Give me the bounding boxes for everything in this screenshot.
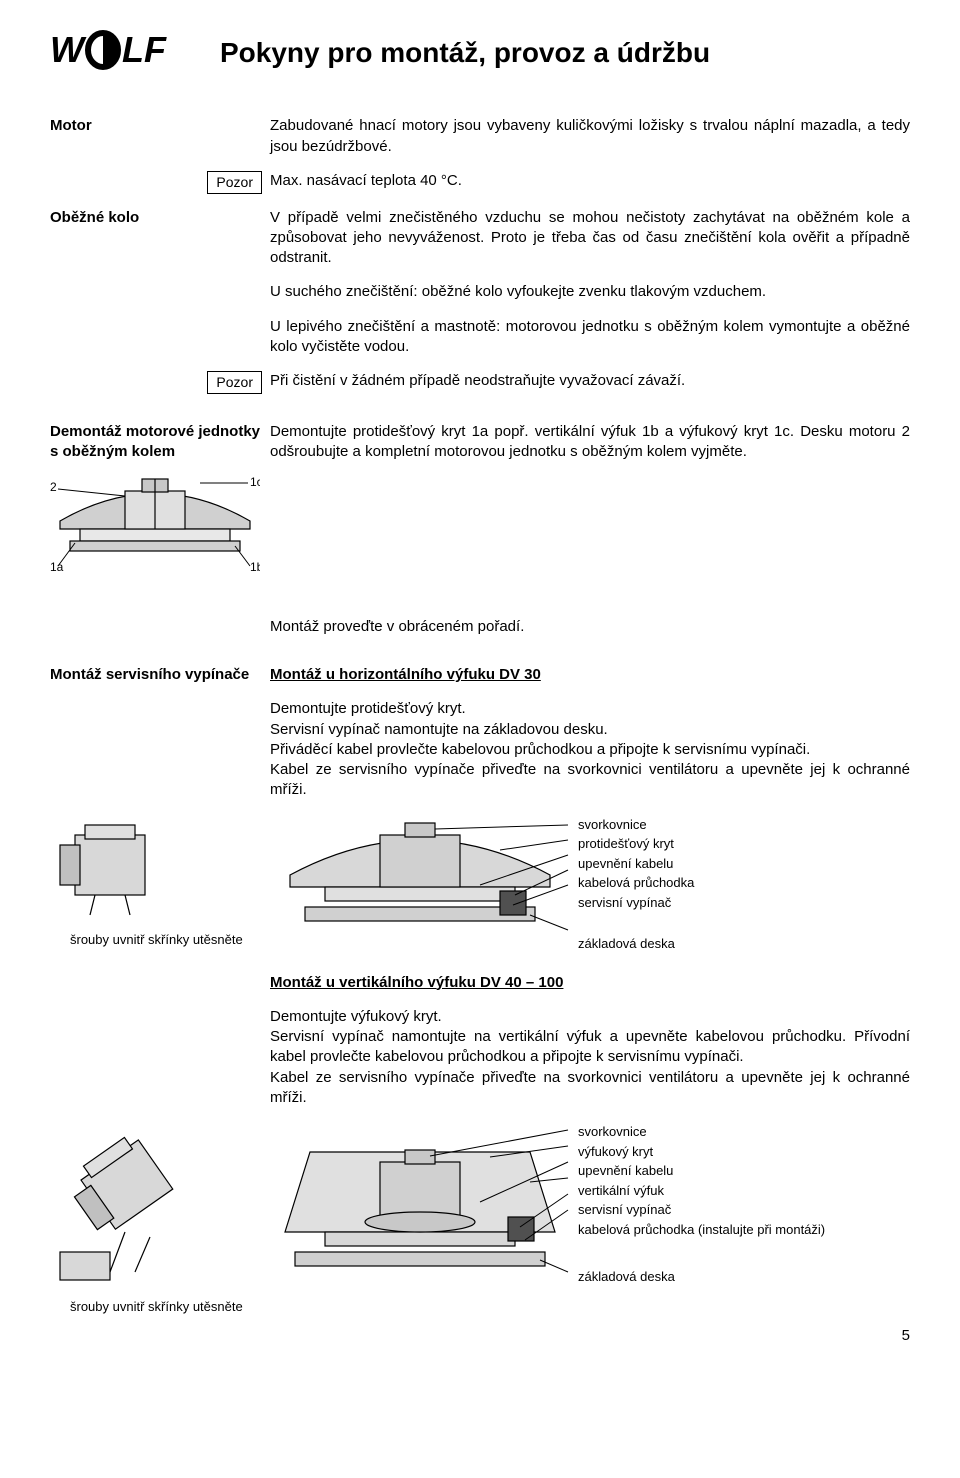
fig1-b: protidešťový kryt [578, 834, 694, 854]
diagram-demontaz: 2 1c 1a 1b [50, 471, 270, 587]
diagram-switch-1 [50, 815, 220, 925]
servis-h2: Montáž u vertikálního výfuku DV 40 – 100 [270, 974, 563, 991]
diagram-fan-vertical [270, 1122, 570, 1292]
servis-p1c: Přiváděcí kabel provlečte kabelovou průc… [270, 740, 910, 760]
fig2-c: upevnění kabelu [578, 1161, 825, 1181]
demontaz-p1: Demontujte protidešťový kryt 1a popř. ve… [270, 422, 910, 463]
fig1-f: základová deska [578, 934, 694, 954]
text-motor: Zabudované hnací motory jsou vybaveny ku… [270, 116, 910, 157]
fig2-g: základová deska [578, 1267, 825, 1287]
fig1-c: upevnění kabelu [578, 854, 694, 874]
page-header: W LF Pokyny pro montáž, provoz a údržbu [50, 30, 910, 76]
fig2-labels: svorkovnice výfukový kryt upevnění kabel… [578, 1122, 825, 1287]
fig1-a: svorkovnice [578, 815, 694, 835]
fig2-f: kabelová průchodka (instalujte při montá… [578, 1220, 825, 1240]
servis-p2c: Kabel ze servisního vypínače přiveďte na… [270, 1068, 910, 1109]
obezne-p2: U suchého znečištění: oběžné kolo vyfouk… [270, 282, 910, 302]
page-number: 5 [50, 1326, 910, 1346]
page-title: Pokyny pro montáž, provoz a údržbu [220, 34, 710, 72]
side-label-2: šrouby uvnitř skřínky utěsněte [70, 1298, 270, 1316]
fig-label-1a: 1a [50, 560, 64, 574]
obezne-p3: U lepivého znečištění a mastnotě: motoro… [270, 317, 910, 358]
servis-p2a: Demontujte výfukový kryt. [270, 1007, 910, 1027]
diagram-switch-2 [50, 1122, 240, 1292]
pozor-box-1: Pozor [207, 171, 262, 194]
servis-h1: Montáž u horizontálního výfuku DV 30 [270, 666, 541, 683]
fig1-d: kabelová průchodka [578, 873, 694, 893]
side-label-1: šrouby uvnitř skřínky utěsněte [70, 931, 270, 949]
demontaz-p2: Montáž proveďte v obráceném pořadí. [270, 617, 910, 637]
diagram-fan-horizontal [270, 815, 570, 955]
fig2-a: svorkovnice [578, 1122, 825, 1142]
servis-p1d: Kabel ze servisního vypínače přiveďte na… [270, 760, 910, 801]
fig2-b: výfukový kryt [578, 1142, 825, 1162]
pozor-text-1: Max. nasávací teplota 40 °C. [270, 171, 910, 194]
fig-label-2: 2 [50, 480, 57, 494]
fig-label-1c: 1c [250, 475, 260, 489]
fig-label-1b: 1b [250, 560, 260, 574]
fig2-e: servisní vypínač [578, 1200, 825, 1220]
label-motor: Motor [50, 117, 92, 134]
label-obezne: Oběžné kolo [50, 209, 139, 226]
servis-p1a: Demontujte protidešťový kryt. [270, 699, 910, 719]
svg-text:LF: LF [122, 30, 167, 70]
pozor-box-2: Pozor [207, 371, 262, 394]
servis-p2b: Servisní vypínač namontujte na vertikáln… [270, 1027, 910, 1068]
servis-p1b: Servisní vypínač namontujte na základovo… [270, 720, 910, 740]
fig2-d: vertikální výfuk [578, 1181, 825, 1201]
label-demontaz: Demontáž motorové jednotky s oběžným kol… [50, 423, 260, 460]
fig1-labels: svorkovnice protidešťový kryt upevnění k… [578, 815, 694, 954]
fig1-e: servisní vypínač [578, 893, 694, 913]
wolf-logo: W LF [50, 30, 190, 76]
pozor-text-2: Při čistění v žádném případě neodstraňuj… [270, 371, 910, 394]
obezne-p1: V případě velmi znečistěného vzduchu se … [270, 208, 910, 269]
label-servis: Montáž servisního vypínače [50, 666, 249, 683]
svg-text:W: W [50, 30, 87, 70]
